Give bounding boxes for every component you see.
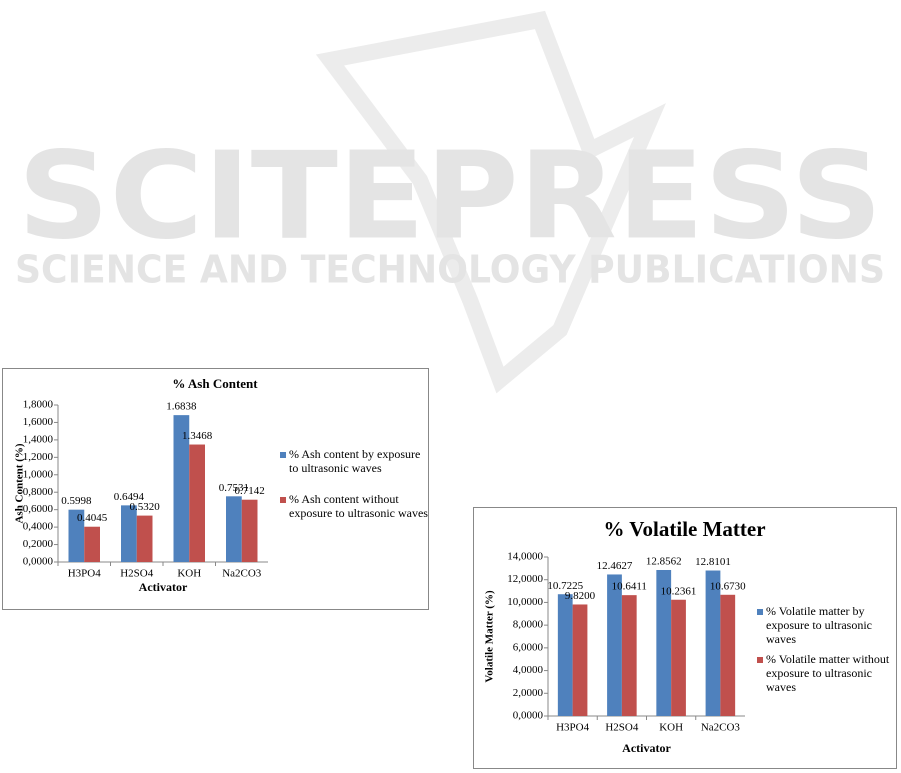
legend-label: % Ash content by exposure to ultrasonic … [289, 447, 421, 475]
bar [189, 444, 205, 562]
data-label: 12.4627 [597, 560, 633, 572]
bar [705, 570, 721, 716]
chart: % Ash Content 0,0000 0,2000 0,4000 0,6000 0,8… [2, 368, 429, 610]
y-axis-title: Volatile Matter (%) [484, 590, 496, 683]
y-tick-label: 2,0000 [513, 687, 544, 699]
legend-label: % Ash content without exposure to ultras… [289, 492, 428, 520]
y-tick-label: 0,0000 [513, 710, 544, 722]
bar [173, 415, 190, 562]
y-axis-title: Ash Content (%) [14, 443, 26, 523]
y-tick-label: 1,6000 [23, 416, 54, 428]
y-tick-label: 1,0000 [23, 468, 54, 480]
legend-entry: % Volatile matter without exposure to ul… [766, 652, 890, 694]
legend-swatch [757, 609, 763, 615]
data-label: 0.7142 [235, 485, 265, 497]
legend-swatch [757, 657, 763, 663]
legend-entry: % Ash content without exposure to ultras… [289, 492, 428, 520]
watermark-logo [315, 10, 666, 394]
data-label: 12.8562 [646, 556, 682, 568]
bar [68, 509, 85, 562]
y-tick-label: 12,0000 [507, 573, 543, 585]
bar [607, 574, 622, 716]
y-tick-label: 1,8000 [23, 399, 54, 411]
data-label: 12.8101 [695, 556, 731, 568]
y-tick-label: 14,0000 [507, 551, 543, 563]
bar [241, 499, 258, 562]
watermark-subtitle: SCIENCE AND TECHNOLOGY PUBLICATIONS [15, 248, 885, 292]
y-tick-label: 6,0000 [513, 641, 544, 653]
y-tick-label: 0,6000 [23, 503, 54, 515]
chart-frame [2, 368, 429, 610]
legend-swatch [280, 452, 286, 458]
bar [671, 599, 686, 716]
data-label: 1.3468 [182, 430, 213, 442]
data-label: 10.2361 [661, 585, 697, 597]
chart-title: % Ash Content [172, 376, 258, 391]
bar [621, 595, 637, 716]
x-tick-label: KOH [177, 568, 201, 580]
y-tick-label: 4,0000 [513, 664, 544, 676]
data-label: 0.6494 [114, 491, 145, 503]
y-tick-label: 0,4000 [23, 521, 54, 533]
data-label: 10.7225 [547, 580, 583, 592]
watermark-title: SCITEPRESS [18, 128, 883, 267]
legend-swatch [280, 497, 286, 503]
legend-entry: % Ash content by exposure to ultrasonic … [289, 447, 421, 475]
x-tick-label: H3PO4 [68, 568, 102, 580]
y-tick-label: 10,0000 [507, 596, 543, 608]
bar [136, 515, 153, 562]
data-label: 1.6838 [166, 401, 197, 413]
x-tick-label: KOH [659, 722, 683, 734]
data-label: 0.4045 [77, 512, 108, 524]
y-tick-label: 0,0000 [23, 556, 54, 568]
data-label: 9.8200 [565, 590, 596, 602]
chart-title: % Volatile Matter [603, 517, 765, 541]
bar [656, 569, 672, 716]
bar [557, 594, 573, 716]
bar [572, 604, 588, 716]
legend-label: % Volatile matter by exposure to ultraso… [766, 604, 872, 646]
bar [121, 505, 137, 562]
y-tick-label: 8,0000 [513, 619, 544, 631]
bar [84, 526, 100, 562]
x-tick-label: Na2CO3 [701, 722, 741, 734]
y-tick-label: 0,8000 [23, 486, 54, 498]
chart: % Volatile Matter 0,0000 2,0000 4,0000 6,000… [473, 507, 897, 769]
x-tick-label: Na2CO3 [222, 568, 262, 580]
bar [720, 594, 736, 716]
data-label: 0.5320 [130, 501, 161, 513]
x-tick-label: H3PO4 [556, 722, 590, 734]
y-tick-label: 1,4000 [23, 433, 54, 445]
bar [226, 496, 242, 562]
legend-entry: % Volatile matter by exposure to ultraso… [766, 604, 872, 646]
data-label: 0.5998 [61, 495, 92, 507]
data-label: 0.7531 [219, 482, 249, 494]
data-label: 10.6411 [612, 581, 647, 593]
data-label: 10.6730 [710, 580, 746, 592]
y-tick-label: 0,2000 [23, 538, 54, 550]
y-tick-label: 1,2000 [23, 451, 54, 463]
x-axis-title: Activator [622, 741, 671, 755]
x-axis-title: Activator [139, 580, 188, 594]
x-tick-label: H2SO4 [120, 568, 154, 580]
legend-label: % Volatile matter without exposure to ul… [766, 652, 890, 694]
x-tick-label: H2SO4 [605, 722, 639, 734]
